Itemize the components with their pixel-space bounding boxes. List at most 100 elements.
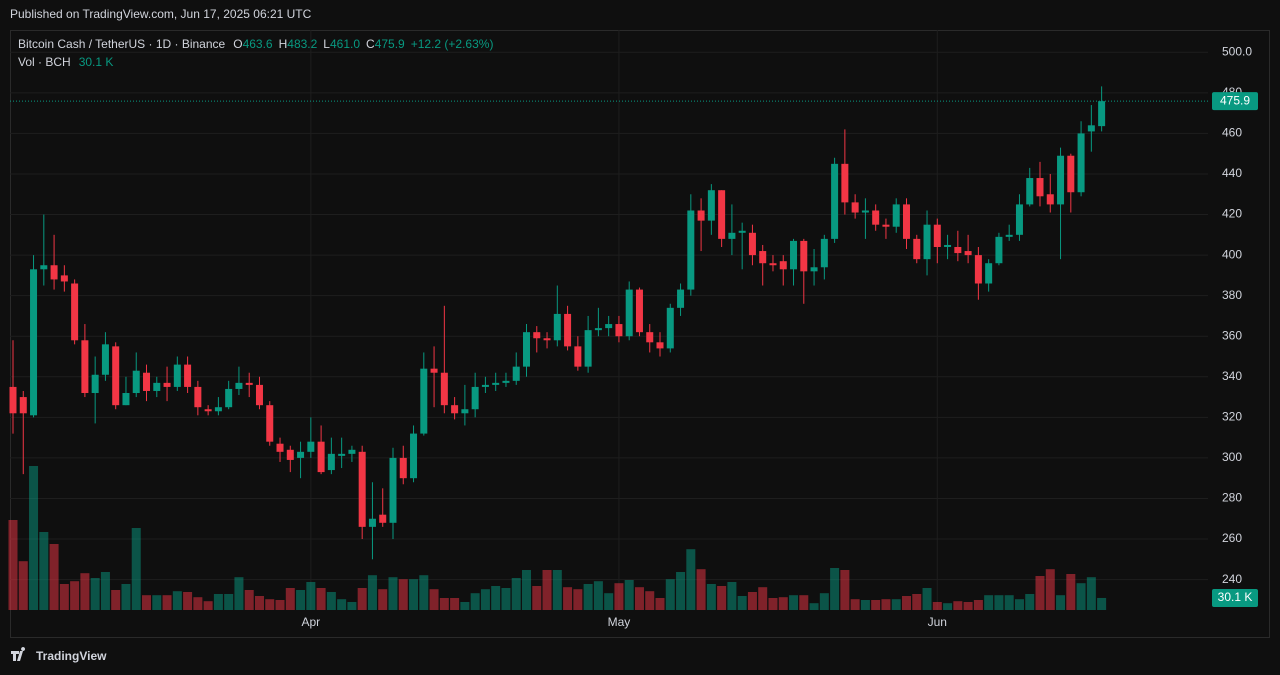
candle-body	[132, 370, 140, 394]
candle-body	[841, 163, 849, 203]
candle-body	[800, 240, 808, 272]
candle-body	[297, 451, 305, 458]
volume-bar	[552, 570, 562, 610]
volume-bar	[429, 589, 439, 610]
candle-body	[338, 453, 346, 456]
candle-body	[810, 267, 818, 272]
volume-bar	[244, 590, 254, 610]
candle-body	[204, 409, 212, 412]
candle-body	[790, 240, 798, 270]
candle-body	[286, 449, 294, 460]
volume-bar	[634, 587, 644, 610]
volume-bar	[142, 595, 152, 610]
volume-bar	[1097, 597, 1107, 610]
volume-bar	[8, 520, 18, 610]
volume-bar	[747, 592, 757, 610]
candle-body	[625, 289, 633, 337]
candle-body	[954, 246, 962, 254]
volume-bar	[727, 582, 737, 610]
volume-bar	[768, 598, 778, 610]
volume-bar	[1014, 599, 1024, 610]
candle-body	[666, 307, 674, 349]
candle-body	[471, 386, 479, 410]
volume-bar	[665, 579, 675, 610]
candle-body	[368, 518, 376, 527]
volume-legend: Vol · BCH 30.1 K	[18, 55, 113, 69]
candle-body	[266, 405, 274, 442]
candle-body	[543, 338, 551, 341]
candle-body	[995, 236, 1003, 264]
volume-bar	[1035, 576, 1045, 610]
candle-body	[410, 433, 418, 479]
volume-bar	[583, 584, 593, 610]
volume-bar	[49, 544, 59, 610]
candle-body	[748, 232, 756, 256]
candle-body	[502, 380, 510, 383]
volume-bar	[542, 570, 552, 610]
candle-body	[892, 204, 900, 227]
candle-body	[687, 210, 695, 290]
volume-bar	[871, 600, 881, 610]
candle-body	[594, 328, 602, 331]
ohlc-value: 461.0	[330, 37, 360, 51]
candle-body	[112, 346, 120, 406]
volume-bar	[193, 597, 203, 610]
volume-bar	[450, 598, 460, 610]
candle-body	[153, 382, 161, 391]
volume-bar	[758, 587, 768, 610]
candle-body	[420, 368, 428, 434]
y-tick-label: 280	[1222, 491, 1242, 505]
volume-bar	[840, 570, 850, 610]
brand: TradingView	[11, 647, 107, 663]
volume-bar	[737, 596, 747, 610]
volume-bar	[213, 594, 223, 610]
candle-body	[882, 224, 890, 227]
volume-bar	[326, 592, 336, 610]
candle-body	[635, 289, 643, 333]
candle-body	[91, 374, 99, 394]
ohlc-label: L	[323, 37, 330, 51]
volume-tag-label: 30.1 K	[1218, 590, 1253, 604]
candle-body	[718, 190, 726, 239]
candle-body	[523, 332, 530, 367]
candle-body	[677, 289, 685, 308]
volume-bar	[480, 589, 490, 610]
volume-bar	[912, 594, 922, 610]
candle-body	[1077, 133, 1085, 193]
candle-body	[964, 251, 972, 256]
volume-bar	[984, 595, 994, 610]
volume-bar	[419, 575, 429, 610]
volume-bar	[614, 583, 624, 610]
volume-bar	[881, 599, 891, 610]
candle-body	[646, 332, 654, 343]
candle-body	[512, 366, 520, 381]
volume-bar	[234, 577, 244, 610]
candle-body	[553, 313, 561, 341]
grid: 2402602803003203403603804004204404604805…	[10, 30, 1252, 629]
candle-body	[9, 386, 17, 414]
volume-bar	[789, 595, 799, 610]
candle-body	[605, 324, 613, 329]
volume-bar	[367, 575, 377, 610]
candle-body	[245, 382, 253, 385]
volume-bar	[111, 590, 121, 610]
volume-bar	[172, 591, 182, 610]
x-tick-label: Apr	[301, 615, 320, 629]
candle-body	[327, 453, 335, 471]
volume-bar	[522, 570, 531, 610]
candle-body	[307, 441, 315, 452]
volume-bar	[932, 602, 942, 610]
volume-bar	[973, 600, 983, 610]
candle-body	[615, 324, 623, 337]
candle-body	[1046, 194, 1054, 205]
candle-body	[461, 409, 469, 414]
volume-bar	[799, 595, 809, 610]
volume-bar	[604, 593, 614, 610]
candle-body	[1036, 178, 1044, 197]
candle-body	[861, 210, 869, 213]
legend: Bitcoin Cash / TetherUS · 1D · Binance O4…	[18, 37, 493, 51]
candle-body	[194, 386, 202, 408]
candle-body	[122, 393, 130, 406]
volume-bar	[152, 595, 162, 610]
candle-body	[831, 163, 839, 239]
